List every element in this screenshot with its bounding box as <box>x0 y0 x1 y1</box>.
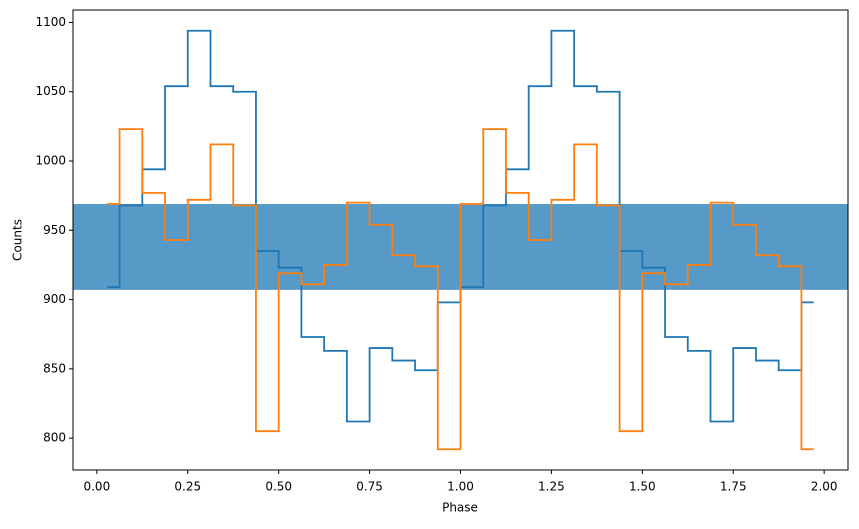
x-tick-label: 0.75 <box>356 480 383 494</box>
x-axis-label: Phase <box>442 501 478 515</box>
y-tick-label: 1100 <box>35 15 66 29</box>
y-tick-label: 1000 <box>35 154 66 168</box>
y-tick-label: 850 <box>43 361 66 375</box>
y-tick-label: 800 <box>43 431 66 445</box>
y-tick-label: 950 <box>43 223 66 237</box>
x-tick-label: 0.50 <box>265 480 292 494</box>
y-tick-label: 900 <box>43 292 66 306</box>
y-tick-label: 1050 <box>35 84 66 98</box>
x-tick-label: 0.25 <box>174 480 201 494</box>
x-tick-label: 0.00 <box>83 480 110 494</box>
x-tick-label: 1.25 <box>538 480 565 494</box>
y-axis-label: Counts <box>11 219 25 261</box>
x-tick-label: 1.00 <box>447 480 474 494</box>
x-tick-label: 1.75 <box>720 480 747 494</box>
x-tick-label: 2.00 <box>811 480 838 494</box>
x-tick-label: 1.50 <box>629 480 656 494</box>
